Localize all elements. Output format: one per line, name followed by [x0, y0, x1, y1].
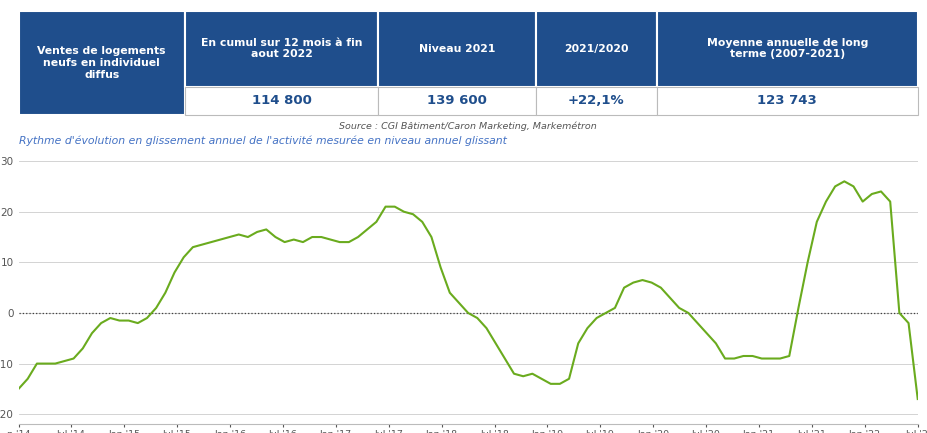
Text: Ventes de logements
neufs en individuel
diffus: Ventes de logements neufs en individuel … [37, 46, 166, 80]
Text: Niveau 2021: Niveau 2021 [419, 44, 495, 54]
FancyBboxPatch shape [657, 11, 918, 87]
FancyBboxPatch shape [536, 87, 657, 115]
Text: Source : CGI Bâtiment/Caron Marketing, Markemétron: Source : CGI Bâtiment/Caron Marketing, M… [339, 122, 597, 131]
FancyBboxPatch shape [536, 11, 657, 87]
Text: Moyenne annuelle de long
terme (2007-2021): Moyenne annuelle de long terme (2007-202… [706, 38, 868, 59]
FancyBboxPatch shape [378, 11, 536, 87]
Text: Rythme d'évolution en glissement annuel de l'activité mesurée en niveau annuel g: Rythme d'évolution en glissement annuel … [19, 136, 506, 146]
FancyBboxPatch shape [657, 87, 918, 115]
Text: 123 743: 123 743 [757, 94, 818, 107]
Text: 114 800: 114 800 [251, 94, 311, 107]
FancyBboxPatch shape [19, 11, 184, 115]
FancyBboxPatch shape [184, 11, 378, 87]
FancyBboxPatch shape [184, 87, 378, 115]
Text: +22,1%: +22,1% [568, 94, 625, 107]
FancyBboxPatch shape [378, 87, 536, 115]
Text: En cumul sur 12 mois à fin
aout 2022: En cumul sur 12 mois à fin aout 2022 [201, 38, 362, 59]
Text: 2021/2020: 2021/2020 [564, 44, 629, 54]
Text: 139 600: 139 600 [427, 94, 487, 107]
